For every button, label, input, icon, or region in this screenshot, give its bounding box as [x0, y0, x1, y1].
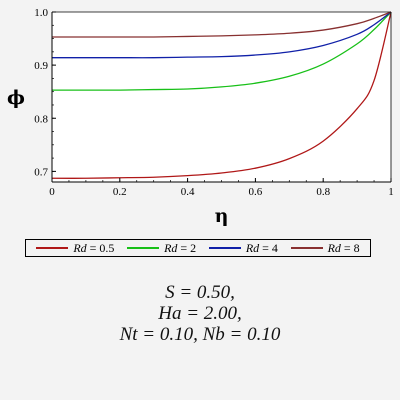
legend-swatch-rd-8: [290, 247, 323, 249]
series-line-2: [51, 11, 392, 59]
legend-value-label: = 4: [262, 240, 278, 255]
legend-swatch-rd-2: [127, 247, 160, 249]
legend-value-label: = 8: [343, 240, 360, 255]
param-line-1: S = 0.50,: [165, 282, 235, 303]
parameter-annotation: S = 0.50, Ha = 2.00, Nt = 0.10, Nb = 0.1…: [0, 282, 400, 345]
legend-value-label: = 2: [180, 240, 197, 255]
legend-var-label: Rd: [327, 240, 341, 255]
y-axis-label: ϕ: [7, 87, 25, 109]
x-tick-label: 0.8: [316, 186, 330, 198]
legend-item-rd-2: Rd = 2: [127, 241, 196, 256]
y-tick-label: 0.7: [34, 166, 48, 178]
plot-area: [52, 12, 391, 182]
legend-value-label: = 0.5: [89, 240, 115, 255]
y-tick-label: 0.8: [34, 113, 48, 125]
x-tick-label: 0.6: [249, 186, 263, 198]
legend-swatch-rd-0-5: [36, 247, 69, 249]
series-line-1: [52, 11, 392, 91]
legend-var-label: Rd: [73, 240, 87, 255]
legend-var-label: Rd: [245, 240, 260, 255]
y-tick-label: 1.0: [34, 7, 48, 19]
legend-item-rd-8: Rd = 8: [290, 240, 360, 256]
x-tick-label: 0: [49, 186, 55, 198]
legend-swatch-rd-4: [208, 247, 241, 249]
param-line-2: Ha = 2.00,: [158, 303, 242, 324]
legend-item-rd-0-5: Rd = 0.5: [36, 241, 114, 256]
series-line-0: [51, 11, 392, 179]
series-line-3: [51, 11, 392, 38]
legend-var-label: Rd: [164, 240, 178, 255]
x-tick-label: 1: [388, 186, 394, 198]
y-tick-label: 0.9: [34, 60, 48, 72]
chart-legend: Rd = 0.5 Rd = 2 Rd = 4 Rd = 8: [25, 239, 371, 257]
x-tick-label: 0.2: [113, 186, 127, 198]
x-axis-label: η: [215, 205, 229, 227]
param-line-3: Nt = 0.10, Nb = 0.10: [119, 324, 281, 345]
legend-item-rd-4: Rd = 4: [208, 240, 278, 256]
x-tick-label: 0.4: [181, 186, 195, 198]
